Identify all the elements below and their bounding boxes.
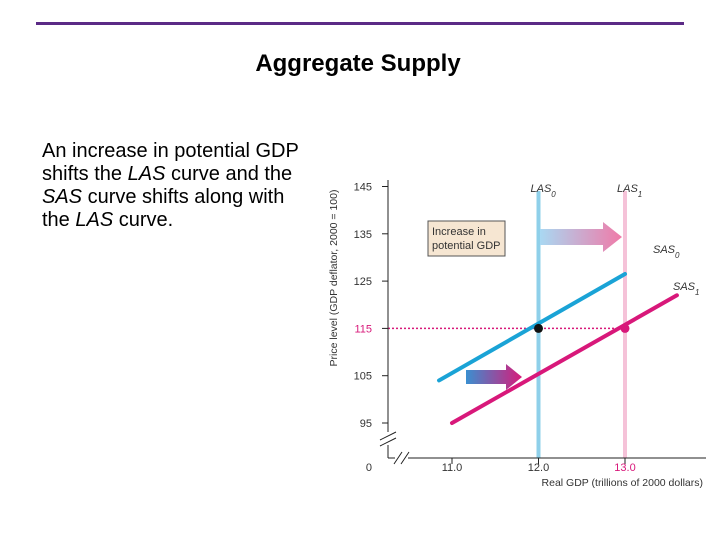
y-axis-title: Price level (GDP deflator, 2000 = 100) xyxy=(328,190,340,367)
equilibrium-point-SAS1 xyxy=(620,323,630,333)
las-label-1: LAS1 xyxy=(617,183,642,199)
x-tick-label: 11.0 xyxy=(442,462,463,474)
las-label-0: LAS0 xyxy=(531,183,557,199)
las-label-sub: 0 xyxy=(551,190,556,199)
body-part-2: LAS xyxy=(127,163,166,185)
y-tick-label: 125 xyxy=(354,276,372,288)
y-tick-label: 115 xyxy=(354,323,372,335)
equilibrium-point-SAS0 xyxy=(534,323,543,333)
las-label-sub: 1 xyxy=(638,190,642,199)
body-part-5: curve shifts along with the xyxy=(42,186,285,231)
sas-label-sub: 1 xyxy=(695,288,699,297)
body-part-3: curve and the xyxy=(165,163,293,185)
body-part-6: LAS xyxy=(75,209,114,231)
slide-title: Aggregate Supply xyxy=(255,50,461,77)
y-tick-label: 135 xyxy=(354,229,372,241)
sas-shift-arrow xyxy=(466,364,522,390)
body-part-7: curve. xyxy=(113,209,174,231)
y-tick-label: 95 xyxy=(360,418,372,430)
annotation-box xyxy=(427,220,506,257)
sas-label-0: SAS0 xyxy=(653,244,680,260)
y-tick-label: 145 xyxy=(354,182,372,194)
sas-curve-1 xyxy=(450,293,679,425)
annotation-line-1: Increase in xyxy=(432,226,486,238)
x-tick-label: 12.0 xyxy=(528,462,549,474)
body-part-1: An increase in potential GDP shifts the xyxy=(42,140,299,185)
sas-curve-0 xyxy=(437,272,627,383)
origin-label: 0 xyxy=(366,462,372,474)
sas-label-sub: 0 xyxy=(675,251,680,260)
y-tick-label: 105 xyxy=(354,371,372,383)
x-tick-label: 13.0 xyxy=(614,462,635,474)
body-part-4: SAS xyxy=(42,186,83,208)
x-axis-break xyxy=(393,451,410,465)
slide-body: An increase in potential GDP shifts the … xyxy=(42,140,312,232)
annotation-line-2: potential GDP xyxy=(432,240,500,252)
y-axis-break xyxy=(379,431,397,447)
las-shift-arrow xyxy=(540,222,622,252)
sas-label-1: SAS1 xyxy=(673,281,699,297)
top-rule xyxy=(36,22,684,25)
x-axis-title: Real GDP (trillions of 2000 dollars) xyxy=(542,477,703,489)
